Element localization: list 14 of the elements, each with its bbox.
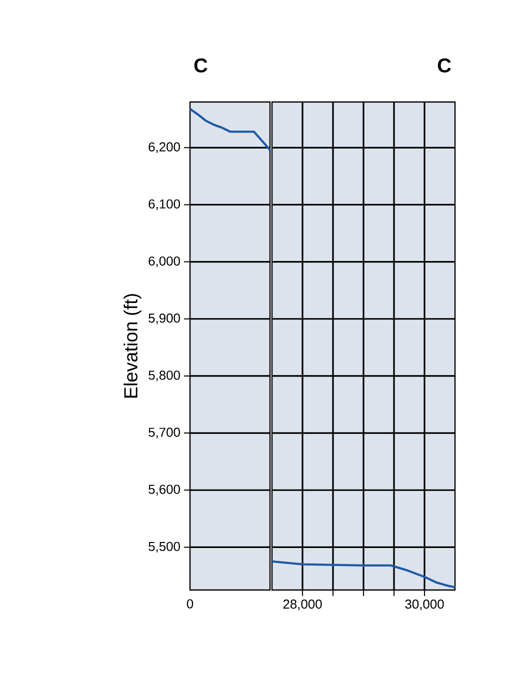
chart-title: C: [194, 58, 208, 72]
y-tick-label: 6,000: [148, 256, 180, 268]
y-tick-label: 5,600: [148, 484, 180, 496]
y-tick-label: 5,500: [148, 542, 180, 553]
y-tick-label: 5,900: [148, 314, 180, 324]
x-tick-label: 30,000: [405, 600, 444, 610]
chart-title: C: [438, 58, 451, 72]
y-tick-label: 6,100: [148, 199, 180, 210]
y-tick-label: 5,800: [148, 370, 180, 382]
y-axis-title: Elevation (ft): [124, 294, 142, 398]
y-tick-label: 6,200: [148, 142, 180, 153]
x-tick-label: 28,000: [283, 600, 322, 610]
text: 0: [186, 599, 194, 608]
y-tick-label: 5,700: [148, 428, 180, 438]
